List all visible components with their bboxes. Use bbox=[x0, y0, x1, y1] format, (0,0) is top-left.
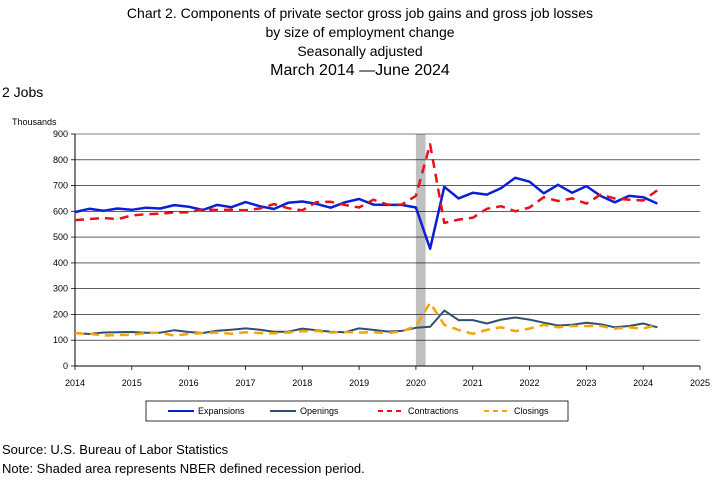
y-tick-label: 800 bbox=[53, 155, 68, 165]
legend-label-expansions: Expansions bbox=[198, 406, 245, 416]
series-line-contractions bbox=[74, 143, 659, 225]
x-tick-label: 2025 bbox=[690, 378, 710, 388]
x-tick-label: 2015 bbox=[122, 378, 142, 388]
legend-label-closings: Closings bbox=[514, 406, 549, 416]
chart-subtitle: by size of employment change bbox=[265, 24, 455, 40]
chart-title: Chart 2. Components of private sector gr… bbox=[126, 5, 594, 21]
y-tick-label: 400 bbox=[53, 258, 68, 268]
chart-adjustment-note: Seasonally adjusted bbox=[297, 43, 423, 59]
y-tick-label: 600 bbox=[53, 206, 68, 216]
series-line-closings bbox=[74, 301, 658, 337]
x-tick-label: 2019 bbox=[349, 378, 369, 388]
section-label: 2 Jobs bbox=[2, 84, 44, 100]
legend-box bbox=[145, 400, 569, 422]
x-tick-label: 2016 bbox=[179, 378, 199, 388]
legend-label-contractions: Contractions bbox=[408, 406, 459, 416]
x-tick-label: 2024 bbox=[633, 378, 653, 388]
chart-date-range: March 2014 —June 2024 bbox=[270, 62, 450, 79]
y-tick-label: 100 bbox=[53, 335, 68, 345]
chart-title-block: Chart 2. Components of private sector gr… bbox=[0, 4, 720, 80]
recession-note: Note: Shaded area represents NBER define… bbox=[2, 461, 365, 476]
x-tick-label: 2020 bbox=[406, 378, 426, 388]
y-tick-label: 900 bbox=[53, 129, 68, 139]
x-tick-label: 2018 bbox=[292, 378, 312, 388]
recession-shading bbox=[415, 134, 426, 366]
y-axis-label: Thousands bbox=[12, 117, 57, 127]
x-tick-label: 2014 bbox=[65, 378, 85, 388]
series-line-openings bbox=[74, 309, 658, 335]
x-tick-label: 2023 bbox=[576, 378, 596, 388]
series-line-expansions bbox=[74, 176, 658, 250]
y-tick-label: 500 bbox=[53, 232, 68, 242]
legend-label-openings: Openings bbox=[300, 406, 339, 416]
x-tick-label: 2017 bbox=[235, 378, 255, 388]
y-tick-label: 700 bbox=[53, 181, 68, 191]
y-tick-label: 200 bbox=[53, 309, 68, 319]
source-note: Source: U.S. Bureau of Labor Statistics bbox=[2, 442, 229, 457]
y-tick-label: 300 bbox=[53, 284, 68, 294]
x-tick-label: 2021 bbox=[463, 378, 483, 388]
x-tick-label: 2022 bbox=[520, 378, 540, 388]
y-tick-label: 0 bbox=[63, 361, 68, 371]
